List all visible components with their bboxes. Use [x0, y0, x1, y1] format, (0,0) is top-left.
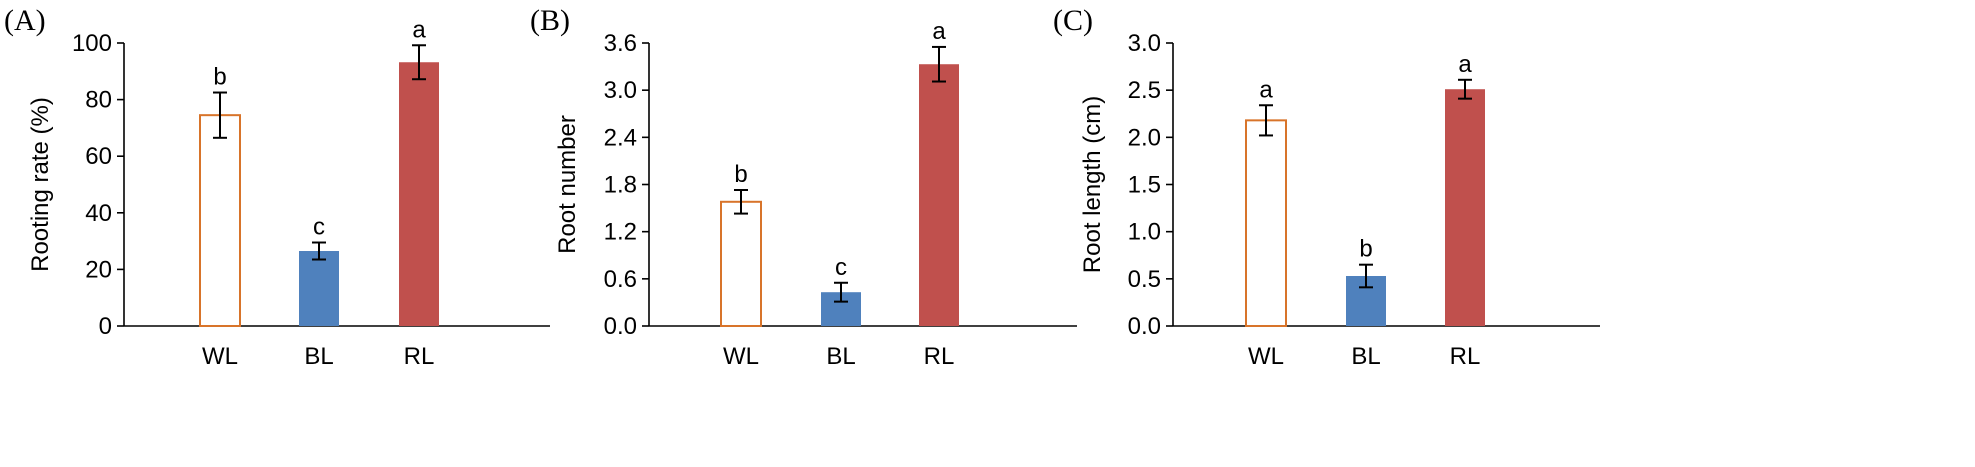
y-tick-label: 0.0: [1128, 313, 1161, 340]
panel-label: (C): [1053, 4, 1093, 37]
x-category-label: RL: [404, 343, 435, 370]
bar-rl: [399, 62, 439, 327]
bar-rl: [919, 64, 959, 326]
significance-letter: a: [412, 16, 426, 43]
x-category-label: BL: [304, 343, 333, 370]
y-tick-label: 1.8: [604, 172, 637, 199]
significance-letter: b: [213, 64, 226, 91]
y-tick-label: 1.5: [1128, 172, 1161, 199]
significance-letter: a: [932, 18, 946, 45]
y-tick-label: 80: [85, 87, 112, 114]
x-category-label: RL: [924, 343, 955, 370]
y-tick-label: 2.0: [1128, 124, 1161, 151]
y-tick-label: 0.6: [604, 266, 637, 293]
y-tick-label: 0.0: [604, 313, 637, 340]
significance-letter: c: [313, 214, 325, 241]
y-tick-label: 0.5: [1128, 266, 1161, 293]
y-tick-label: 20: [85, 256, 112, 283]
bar-bl: [299, 251, 339, 326]
panel-label: (A): [4, 4, 46, 37]
bar-rl: [1445, 89, 1485, 327]
x-category-label: RL: [1450, 343, 1481, 370]
x-category-label: WL: [723, 343, 759, 370]
significance-letter: b: [734, 161, 747, 188]
significance-letter: a: [1259, 76, 1273, 103]
y-tick-label: 3.6: [604, 30, 637, 57]
bar-wl: [199, 114, 241, 328]
y-tick-label: 2.5: [1128, 77, 1161, 104]
y-axis-title: Root number: [554, 115, 581, 254]
y-tick-label: 3.0: [1128, 30, 1161, 57]
y-tick-label: 2.4: [604, 124, 637, 151]
significance-letter: a: [1458, 51, 1472, 78]
y-tick-label: 0: [99, 313, 112, 340]
y-tick-label: 40: [85, 200, 112, 227]
bar-wl: [720, 200, 762, 328]
x-category-label: WL: [202, 343, 238, 370]
y-tick-label: 100: [72, 30, 112, 57]
y-axis-title: Root length (cm): [1079, 96, 1106, 273]
significance-letter: b: [1359, 236, 1372, 263]
x-category-label: BL: [826, 343, 855, 370]
x-category-label: BL: [1351, 343, 1380, 370]
y-tick-label: 60: [85, 143, 112, 170]
y-tick-label: 1.2: [604, 219, 637, 246]
y-tick-label: 3.0: [604, 77, 637, 104]
bar-wl: [1245, 119, 1287, 327]
significance-letter: c: [835, 254, 847, 281]
x-category-label: WL: [1248, 343, 1284, 370]
y-tick-label: 1.0: [1128, 219, 1161, 246]
y-axis-title: Rooting rate (%): [27, 97, 54, 272]
panel-label: (B): [530, 4, 570, 37]
